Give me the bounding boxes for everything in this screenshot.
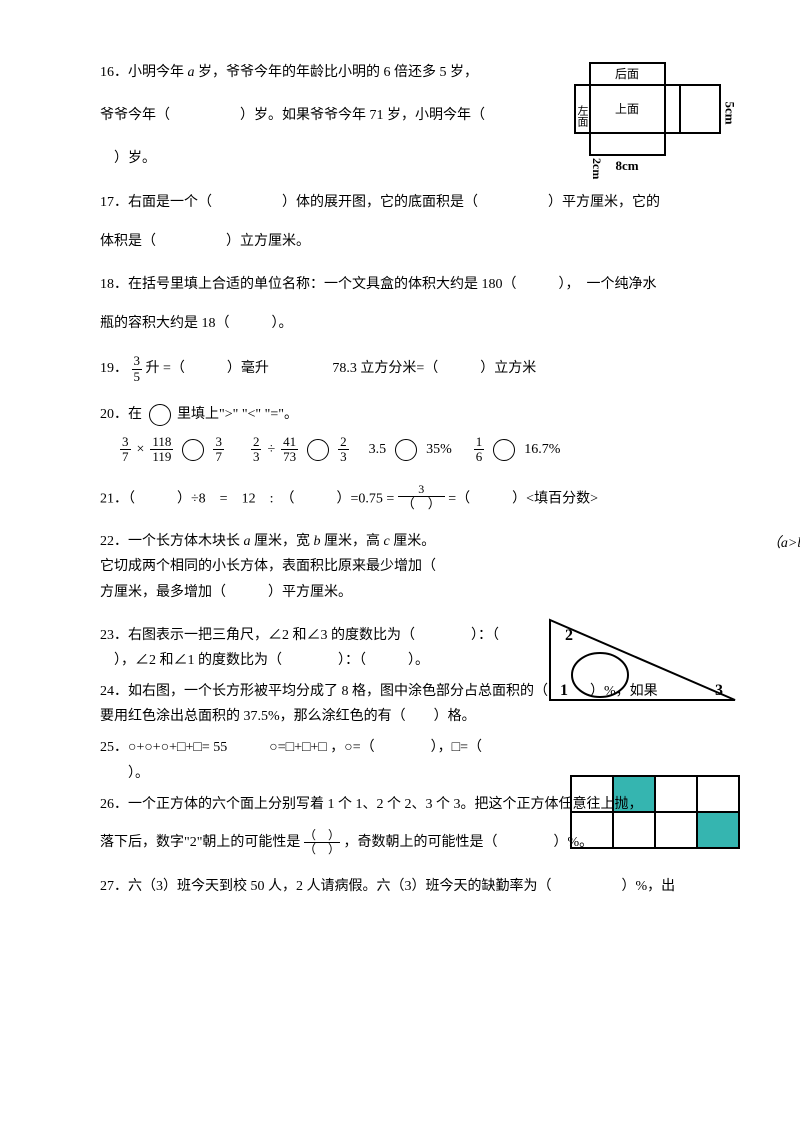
question-22: 22．一个长方体木块长 a 厘米，宽 b 厘米，高 c 厘米。 （a>b>c），… [100,529,720,605]
frac-2-3-a: 23 [251,435,262,465]
fraction-3-5: 3 5 [132,354,143,384]
q21-text2: =（ ）<填百分数> [448,491,598,506]
circle-blank [149,404,171,426]
q20-text: 20．在 [100,407,142,422]
q16-text2: 岁，爷爷今年的年龄比小明的 6 倍还多 5 岁， [195,65,479,80]
frac-3-7-a: 37 [120,435,131,465]
q16-text1: 16．小明今年 [100,65,188,80]
var-a: a [188,65,195,80]
q17-line1: 17．右面是一个（ ）体的展开图，它的底面积是（ ）平方厘米，它的 [100,190,720,215]
question-19: 19． 3 5 升 =（ ）毫升 78.3 立方分米=（ ）立方米 [100,354,720,384]
question-23: 23．右图表示一把三角尺，∠2 和∠3 的度数比为（ ）：（ ），∠2 和∠1 … [100,623,720,673]
q18-line1: 18．在括号里填上合适的单位名称：一个文具盒的体积大约是 180（ ）， 一个纯… [100,272,720,297]
q19-prefix: 19． [100,361,128,376]
q16-line3: ）岁。 [100,146,720,171]
q16-line2: 爷爷今年（ ）岁。如果爷爷今年 71 岁，小明今年（ [100,103,720,128]
q22-cond: （a>b>c），把 [767,531,800,556]
circle-4 [493,439,515,461]
q18-line2: 瓶的容积大约是 18（ ）。 [100,311,720,336]
val-3-5: 3.5 [369,437,387,462]
question-21: 21．（ ）÷8 = 12 : （ ）=0.75 = 3 （ ） =（ ）<填百… [100,483,720,511]
paren-frac: （ ） （ ） [304,829,340,856]
frac-2-3-b: 23 [338,435,349,465]
question-18: 18．在括号里填上合适的单位名称：一个文具盒的体积大约是 180（ ）， 一个纯… [100,272,720,336]
question-17: 17．右面是一个（ ）体的展开图，它的底面积是（ ）平方厘米，它的 体积是（ ）… [100,190,720,254]
q19-text1: 升 =（ ）毫升 [146,361,269,376]
question-20: 20．在 里填上">" "<" "="。 37 × 118119 37 23 ÷… [100,402,720,465]
frac-118-119: 118119 [150,435,173,465]
frac-1-6: 16 [474,435,485,465]
q21-text1: 21．（ ）÷8 = 12 : （ ）=0.75 = [100,491,398,506]
question-25: 25．○+○+○+□+□= 55 ○=□+□+□ ，○=（ ），□=（ ）。 [100,735,720,785]
question-16: 16．小明今年 a 岁，爷爷今年的年龄比小明的 6 倍还多 5 岁， 爷爷今年（… [100,60,720,172]
circle-2 [307,439,329,461]
circle-3 [395,439,417,461]
q19-text2: 78.3 立方分米=（ ）立方米 [332,361,536,376]
height-label: 5cm [723,101,738,124]
comparison-row: 37 × 118119 37 23 ÷ 4173 23 3.5 35% 16 1… [120,435,720,465]
val-16-7pct: 16.7% [524,437,560,462]
val-35pct: 35% [426,437,452,462]
question-27: 27．六（3）班今天到校 50 人，2 人请病假。六（3）班今天的缺勤率为（ ）… [100,874,720,899]
circle-1 [182,439,204,461]
frac-3-over-paren: 3 （ ） [398,483,445,511]
frac-41-73: 4173 [281,435,298,465]
frac-3-7-b: 37 [213,435,224,465]
question-24: 24．如右图，一个长方形被平均分成了 8 格，图中涂色部分占总面积的（ ）%，如… [100,679,720,729]
q17-line2: 体积是（ ）立方厘米。 [100,229,720,254]
question-26: 26．一个正方体的六个面上分别写着 1 个 1、2 个 2、3 个 3。把这个正… [100,792,720,857]
q20-text2: 里填上">" "<" "="。 [177,407,298,422]
